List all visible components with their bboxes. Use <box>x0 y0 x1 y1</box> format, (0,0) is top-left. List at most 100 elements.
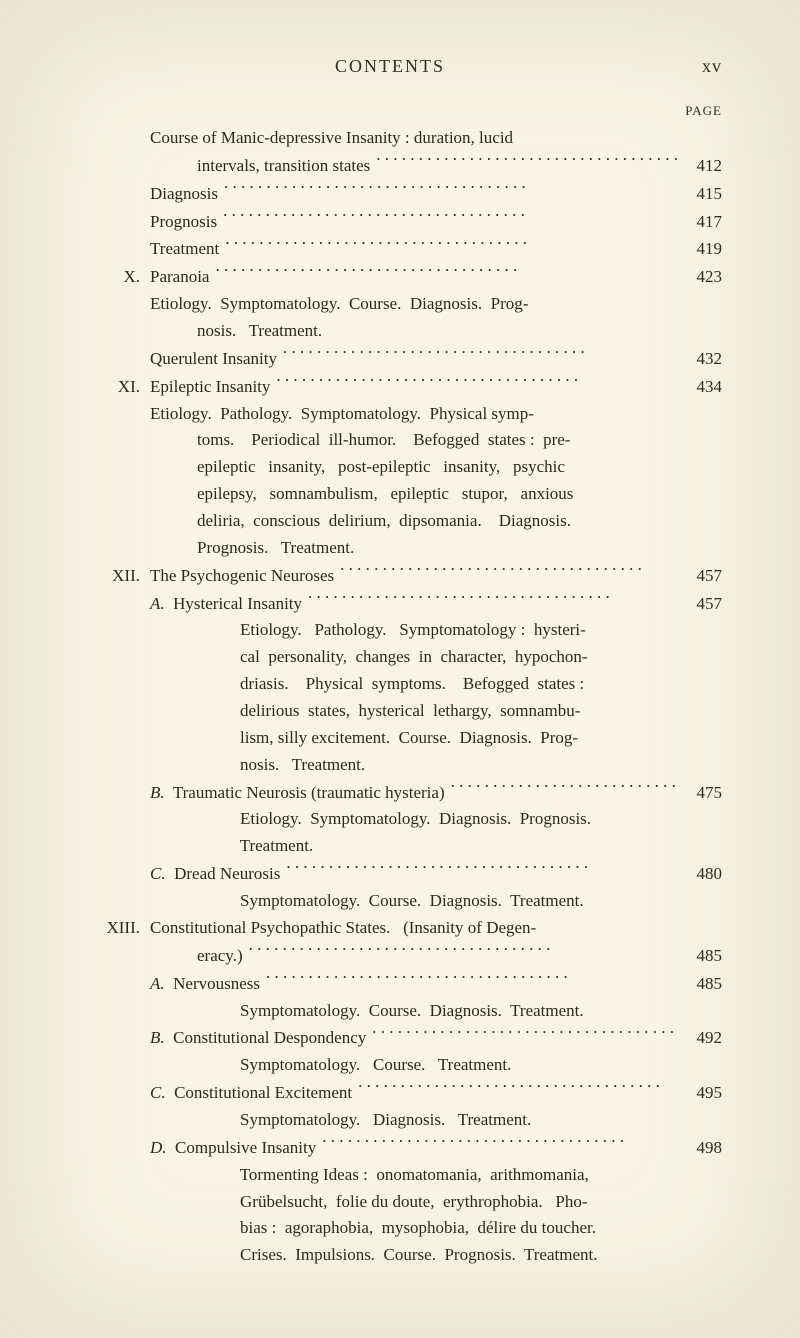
toc-text: Diagnosis <box>150 181 218 208</box>
page: CONTENTS xv PAGE Course of Manic-depress… <box>0 0 800 1338</box>
running-head: CONTENTS xv <box>78 56 722 77</box>
toc-text-rest: Constitutional Despondency <box>165 1028 367 1047</box>
sub-letter: C. <box>150 864 166 883</box>
toc-line: intervals, transition states412 <box>78 152 722 180</box>
sub-letter: D. <box>150 1138 167 1157</box>
page-number: 423 <box>678 264 722 291</box>
toc-line: A. Hysterical Insanity 457 <box>78 590 722 618</box>
toc-line: toms. Periodical ill-humor. Befogged sta… <box>78 427 722 454</box>
toc-text-rest: Dread Neurosis <box>166 864 281 883</box>
page-number: 457 <box>678 591 722 618</box>
toc-text: Treatment. <box>150 833 313 860</box>
page-number: 498 <box>678 1135 722 1162</box>
toc-text: Crises. Impulsions. Course. Prognosis. T… <box>150 1242 598 1269</box>
toc-text-rest: Compulsive Insanity <box>167 1138 317 1157</box>
page-column-label-row: PAGE <box>78 103 722 119</box>
leader-dots <box>260 970 678 989</box>
leader-dots <box>445 779 678 798</box>
toc-text: Etiology. Pathology. Symptomatology. Phy… <box>150 401 534 428</box>
toc-line: Course of Manic-depressive Insanity : du… <box>78 125 722 152</box>
toc-text: nosis. Treatment. <box>150 318 322 345</box>
folio: xv <box>702 56 722 77</box>
page-number: 480 <box>678 861 722 888</box>
toc-line: Diagnosis 415 <box>78 180 722 208</box>
toc-line: Querulent Insanity432 <box>78 345 722 373</box>
toc-line: Symptomatology. Course. Diagnosis. Treat… <box>78 888 722 915</box>
toc-text: Etiology. Symptomatology. Diagnosis. Pro… <box>150 806 591 833</box>
leader-dots <box>352 1079 678 1098</box>
toc-text: intervals, transition states <box>150 153 370 180</box>
toc-line: nosis. Treatment. <box>78 752 722 779</box>
toc-line: B. Traumatic Neurosis (traumatic hysteri… <box>78 779 722 807</box>
toc-text: epileptic insanity, post-epileptic insan… <box>150 454 565 481</box>
toc-line: Crises. Impulsions. Course. Prognosis. T… <box>78 1242 722 1269</box>
toc-text: bias : agoraphobia, mysophobia, délire d… <box>150 1215 596 1242</box>
toc-text: Grübelsucht, folie du doute, erythrophob… <box>150 1189 588 1216</box>
toc-text: Constitutional Psychopathic States. (Ins… <box>150 915 536 942</box>
toc-line: B. Constitutional Despondency492 <box>78 1024 722 1052</box>
running-head-title: CONTENTS <box>335 56 445 77</box>
page-number: 415 <box>678 181 722 208</box>
toc-text: Course of Manic-depressive Insanity : du… <box>150 125 513 152</box>
toc-line: Tormenting Ideas : onomatomania, arithmo… <box>78 1162 722 1189</box>
toc-line: Etiology. Symptomatology. Diagnosis. Pro… <box>78 806 722 833</box>
page-number: 457 <box>678 563 722 590</box>
toc-line: bias : agoraphobia, mysophobia, délire d… <box>78 1215 722 1242</box>
leader-dots <box>366 1024 678 1043</box>
sub-letter: A. <box>150 594 165 613</box>
toc-line: Grübelsucht, folie du doute, erythrophob… <box>78 1189 722 1216</box>
toc-line: driasis. Physical symptoms. Befogged sta… <box>78 671 722 698</box>
toc-text-rest: Hysterical Insanity <box>165 594 302 613</box>
toc-line: delirious states, hysterical lethargy, s… <box>78 698 722 725</box>
toc-line: epilepsy, somnambulism, epileptic stupor… <box>78 481 722 508</box>
toc-text: Treatment <box>150 236 219 263</box>
page-number: 419 <box>678 236 722 263</box>
toc-text: nosis. Treatment. <box>150 752 365 779</box>
page-number: 485 <box>678 971 722 998</box>
toc-line: epileptic insanity, post-epileptic insan… <box>78 454 722 481</box>
leader-dots <box>334 562 678 581</box>
toc-text: Paranoia <box>150 264 209 291</box>
page-number: 475 <box>678 780 722 807</box>
toc-text: B. Traumatic Neurosis (traumatic hysteri… <box>150 780 445 807</box>
leader-dots <box>302 590 678 609</box>
sub-letter: B. <box>150 1028 165 1047</box>
toc-line: nosis. Treatment. <box>78 318 722 345</box>
leader-dots <box>316 1134 678 1153</box>
chapter-numeral: X. <box>78 264 150 291</box>
toc-line: XIII.Constitutional Psychopathic States.… <box>78 915 722 942</box>
page-number: 485 <box>678 943 722 970</box>
toc-text: B. Constitutional Despondency <box>150 1025 366 1052</box>
toc-text: driasis. Physical symptoms. Befogged sta… <box>150 671 584 698</box>
toc-line: Symptomatology. Course. Diagnosis. Treat… <box>78 998 722 1025</box>
toc-text: Etiology. Pathology. Symptomatology : hy… <box>150 617 586 644</box>
page-column-label: PAGE <box>685 103 722 119</box>
toc-line: Etiology. Pathology. Symptomatology : hy… <box>78 617 722 644</box>
page-number: 434 <box>678 374 722 401</box>
toc-line: C. Constitutional Excitement495 <box>78 1079 722 1107</box>
leader-dots <box>280 860 678 879</box>
toc-line: A. Nervousness485 <box>78 970 722 998</box>
leader-dots <box>370 152 678 171</box>
toc-text: Symptomatology. Diagnosis. Treatment. <box>150 1107 531 1134</box>
toc-line: Etiology. Symptomatology. Course. Diagno… <box>78 291 722 318</box>
toc-text-rest: Nervousness <box>165 974 260 993</box>
toc-text-rest: Constitutional Excitement <box>166 1083 353 1102</box>
toc-text: Epileptic Insanity <box>150 374 270 401</box>
leader-dots <box>243 942 678 961</box>
toc-text: A. Hysterical Insanity <box>150 591 302 618</box>
toc-line: Etiology. Pathology. Symptomatology. Phy… <box>78 401 722 428</box>
toc-line: Symptomatology. Diagnosis. Treatment. <box>78 1107 722 1134</box>
toc-text: lism, silly excitement. Course. Diagnosi… <box>150 725 578 752</box>
toc-text: C. Dread Neurosis <box>150 861 280 888</box>
toc-line: D. Compulsive Insanity 498 <box>78 1134 722 1162</box>
toc-text: Prognosis. Treatment. <box>150 535 354 562</box>
toc-line: Prognosis417 <box>78 208 722 236</box>
toc-line: Treatment. <box>78 833 722 860</box>
toc-text: delirious states, hysterical lethargy, s… <box>150 698 580 725</box>
leader-dots <box>270 373 678 392</box>
toc-line: Symptomatology. Course. Treatment. <box>78 1052 722 1079</box>
leader-dots <box>277 345 678 364</box>
leader-dots <box>218 180 678 199</box>
chapter-numeral: XI. <box>78 374 150 401</box>
